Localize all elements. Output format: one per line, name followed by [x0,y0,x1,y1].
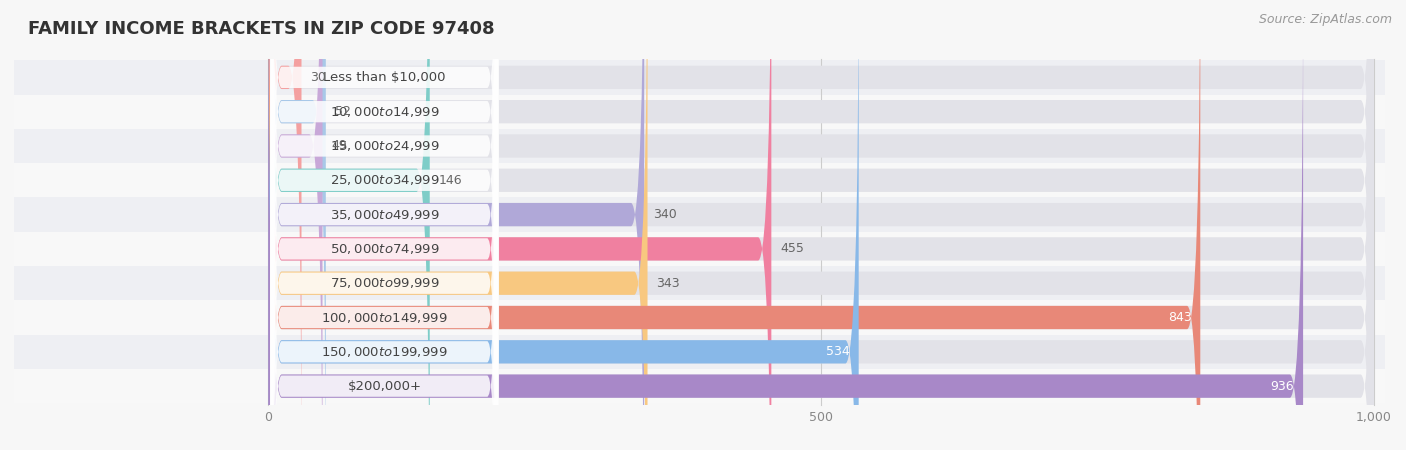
FancyBboxPatch shape [270,0,498,450]
FancyBboxPatch shape [269,0,1201,450]
Text: 146: 146 [439,174,463,187]
Text: $200,000+: $200,000+ [347,380,422,393]
Text: $100,000 to $149,999: $100,000 to $149,999 [321,310,447,324]
FancyBboxPatch shape [269,0,1374,450]
FancyBboxPatch shape [14,369,1385,403]
Text: 936: 936 [1271,380,1295,393]
FancyBboxPatch shape [14,300,1385,335]
Text: 343: 343 [657,277,681,290]
Text: $35,000 to $49,999: $35,000 to $49,999 [329,207,439,221]
Text: 843: 843 [1168,311,1191,324]
FancyBboxPatch shape [270,0,498,410]
FancyBboxPatch shape [269,0,1374,450]
Text: $50,000 to $74,999: $50,000 to $74,999 [329,242,439,256]
Text: 340: 340 [652,208,676,221]
FancyBboxPatch shape [14,129,1385,163]
FancyBboxPatch shape [270,54,498,450]
FancyBboxPatch shape [269,0,648,450]
FancyBboxPatch shape [14,94,1385,129]
FancyBboxPatch shape [269,0,430,450]
Text: FAMILY INCOME BRACKETS IN ZIP CODE 97408: FAMILY INCOME BRACKETS IN ZIP CODE 97408 [28,20,495,38]
Text: Source: ZipAtlas.com: Source: ZipAtlas.com [1258,14,1392,27]
FancyBboxPatch shape [269,0,1374,450]
FancyBboxPatch shape [14,266,1385,300]
FancyBboxPatch shape [270,0,498,450]
FancyBboxPatch shape [14,335,1385,369]
FancyBboxPatch shape [269,0,1374,450]
FancyBboxPatch shape [269,0,1374,450]
FancyBboxPatch shape [14,232,1385,266]
FancyBboxPatch shape [270,0,498,450]
FancyBboxPatch shape [270,0,498,450]
FancyBboxPatch shape [14,60,1385,94]
FancyBboxPatch shape [269,0,644,450]
Text: $25,000 to $34,999: $25,000 to $34,999 [329,173,439,187]
Text: 534: 534 [827,345,849,358]
FancyBboxPatch shape [270,0,498,450]
FancyBboxPatch shape [14,163,1385,198]
Text: 52: 52 [335,105,350,118]
Text: 30: 30 [311,71,326,84]
FancyBboxPatch shape [269,0,1374,450]
Text: $75,000 to $99,999: $75,000 to $99,999 [329,276,439,290]
Text: 455: 455 [780,243,804,256]
FancyBboxPatch shape [269,0,322,450]
Text: Less than $10,000: Less than $10,000 [323,71,446,84]
FancyBboxPatch shape [269,0,1374,450]
FancyBboxPatch shape [269,0,1374,450]
FancyBboxPatch shape [270,0,498,444]
FancyBboxPatch shape [14,198,1385,232]
FancyBboxPatch shape [269,0,326,450]
FancyBboxPatch shape [269,0,1303,450]
Text: 49: 49 [332,140,347,153]
FancyBboxPatch shape [269,0,1374,450]
FancyBboxPatch shape [270,19,498,450]
Text: $10,000 to $14,999: $10,000 to $14,999 [329,105,439,119]
FancyBboxPatch shape [269,0,301,450]
FancyBboxPatch shape [269,0,772,450]
Text: $15,000 to $24,999: $15,000 to $24,999 [329,139,439,153]
Text: $150,000 to $199,999: $150,000 to $199,999 [321,345,447,359]
FancyBboxPatch shape [270,0,498,450]
FancyBboxPatch shape [269,0,859,450]
FancyBboxPatch shape [269,0,1374,450]
